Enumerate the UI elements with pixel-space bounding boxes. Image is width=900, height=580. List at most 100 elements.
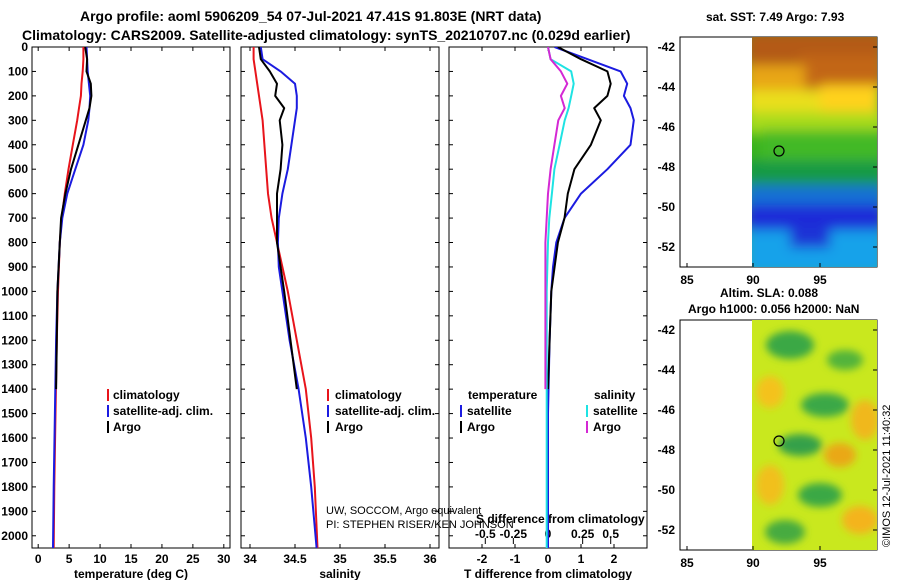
legend-argo: Argo bbox=[113, 420, 141, 434]
x-axis-label: temperature (deg C) bbox=[74, 567, 188, 580]
legend-sal-satellite: satellite bbox=[593, 404, 638, 418]
sla-float-marker bbox=[773, 435, 785, 447]
x-tick-label: 10 bbox=[93, 552, 107, 566]
sst-map-image bbox=[752, 37, 877, 267]
x-tick-label: 34 bbox=[243, 552, 257, 566]
difference-legend: temperature salinity satellite Argo sate… bbox=[460, 388, 638, 434]
depth-tick-label: 600 bbox=[8, 187, 28, 201]
x-tick-label: 5 bbox=[66, 552, 73, 566]
depth-tick-label: 1200 bbox=[1, 333, 28, 347]
depth-tick-label: 1800 bbox=[1, 480, 28, 494]
depth-tick-label: 1700 bbox=[1, 455, 28, 469]
x-tick-label: 20 bbox=[155, 552, 169, 566]
depth-tick-label: 1300 bbox=[1, 358, 28, 372]
x-tick-label: 25 bbox=[186, 552, 200, 566]
depth-tick-label: 1500 bbox=[1, 407, 28, 421]
depth-tick-label: 500 bbox=[8, 162, 28, 176]
x-tick-label: 0 bbox=[545, 552, 552, 566]
credit-line2: PI: STEPHEN RISER/KEN JOHNSON bbox=[326, 519, 514, 531]
x-tick-label: 35.5 bbox=[373, 552, 397, 566]
legend-climatology: climatology bbox=[113, 388, 180, 402]
lat-tick-label: -48 bbox=[658, 160, 676, 174]
depth-tick-label: 800 bbox=[8, 236, 28, 250]
lon-tick-label: 95 bbox=[813, 556, 827, 570]
legend-sal-argo: Argo bbox=[593, 420, 621, 434]
s-axis-title: S difference from climatology bbox=[476, 512, 645, 526]
lon-tick-label: 90 bbox=[746, 556, 760, 570]
x-axis-label: salinity bbox=[319, 567, 361, 580]
depth-tick-label: 1900 bbox=[1, 504, 28, 518]
lat-tick-label: -42 bbox=[658, 40, 676, 54]
x-axis-label: T difference from climatology bbox=[464, 567, 632, 580]
series-line-temperature-argo bbox=[547, 47, 612, 390]
depth-tick-label: 1100 bbox=[2, 309, 28, 323]
plot-frame bbox=[240, 46, 440, 549]
sla-map-title2: Argo h1000: 0.056 h2000: NaN bbox=[688, 302, 859, 316]
temperature-legend: climatology satellite-adj. clim. Argo bbox=[107, 388, 213, 434]
x-tick-label: 34.5 bbox=[283, 552, 307, 566]
lat-tick-label: -52 bbox=[658, 240, 676, 254]
s-axis-tick-label: 0.25 bbox=[571, 527, 595, 541]
legend-satellite: satellite-adj. clim. bbox=[335, 404, 435, 418]
depth-tick-label: 300 bbox=[8, 113, 28, 127]
legend-temp-satellite: satellite bbox=[467, 404, 512, 418]
header-line2: Climatology: CARS2009. Satellite-adjuste… bbox=[22, 27, 630, 43]
legend-temperature-head: temperature bbox=[468, 388, 538, 402]
depth-tick-label: 2000 bbox=[1, 529, 28, 543]
sla-map-image bbox=[752, 320, 877, 550]
sla-map-panel: Altim. SLA: 0.088 Argo h1000: 0.056 h200… bbox=[658, 286, 878, 570]
salinity-legend: climatology satellite-adj. clim. Argo bbox=[327, 388, 435, 434]
series-group bbox=[52, 47, 93, 548]
depth-tick-label: 900 bbox=[8, 260, 28, 274]
legend-climatology: climatology bbox=[335, 388, 402, 402]
legend-satellite: satellite-adj. clim. bbox=[113, 404, 213, 418]
series-group bbox=[544, 47, 635, 548]
x-tick-label: 30 bbox=[217, 552, 231, 566]
s-axis-tick-label: -0.5 bbox=[475, 527, 496, 541]
imos-watermark: ©IMOS 12-Jul-2021 11:40:32 bbox=[881, 405, 893, 547]
x-tick-label: 1 bbox=[578, 552, 585, 566]
header-line1: Argo profile: aoml 5906209_54 07-Jul-202… bbox=[80, 8, 541, 24]
depth-tick-label: 200 bbox=[8, 89, 28, 103]
lat-tick-label: -46 bbox=[658, 120, 676, 134]
series-line-satellite-adj-clim- bbox=[259, 47, 318, 548]
lon-tick-label: 85 bbox=[680, 273, 694, 287]
x-tick-label: 2 bbox=[611, 552, 618, 566]
series-line-argo bbox=[55, 47, 93, 390]
lat-tick-label: -44 bbox=[658, 80, 676, 94]
series-group bbox=[252, 47, 319, 548]
lon-tick-label: 95 bbox=[813, 273, 827, 287]
lat-tick-label: -42 bbox=[658, 323, 676, 337]
depth-tick-label: 1600 bbox=[1, 431, 28, 445]
temperature-profile-panel: 0100200300400500600700800900100011001200… bbox=[1, 40, 231, 580]
legend-temp-argo: Argo bbox=[467, 420, 495, 434]
sst-map-title: sat. SST: 7.49 Argo: 7.93 bbox=[706, 10, 845, 24]
depth-tick-label: 0 bbox=[21, 40, 28, 54]
series-line-salinity-satellite bbox=[545, 47, 575, 548]
s-axis-tick-label: 0.5 bbox=[602, 527, 619, 541]
lat-tick-label: -50 bbox=[658, 483, 676, 497]
depth-tick-label: 1000 bbox=[1, 284, 28, 298]
x-tick-label: 35 bbox=[333, 552, 347, 566]
depth-tick-label: 400 bbox=[8, 138, 28, 152]
x-tick-label: -1 bbox=[510, 552, 521, 566]
legend-salinity-head: salinity bbox=[594, 388, 636, 402]
lat-tick-label: -44 bbox=[658, 363, 676, 377]
legend-argo: Argo bbox=[335, 420, 363, 434]
lat-tick-label: -52 bbox=[658, 523, 676, 537]
s-axis-tick-label: -0.25 bbox=[500, 527, 528, 541]
sst-float-marker bbox=[773, 145, 785, 157]
x-tick-label: 36 bbox=[423, 552, 437, 566]
lon-tick-label: 90 bbox=[746, 273, 760, 287]
x-tick-label: 0 bbox=[35, 552, 42, 566]
lat-tick-label: -48 bbox=[658, 443, 676, 457]
depth-tick-label: 1400 bbox=[1, 382, 28, 396]
credit-line1: UW, SOCCOM, Argo equivalent bbox=[326, 505, 481, 517]
x-tick-label: 15 bbox=[124, 552, 138, 566]
sla-map-title1: Altim. SLA: 0.088 bbox=[720, 286, 818, 300]
lon-tick-label: 85 bbox=[680, 556, 694, 570]
lat-tick-label: -46 bbox=[658, 403, 676, 417]
x-tick-label: -2 bbox=[477, 552, 488, 566]
lat-tick-label: -50 bbox=[658, 200, 676, 214]
